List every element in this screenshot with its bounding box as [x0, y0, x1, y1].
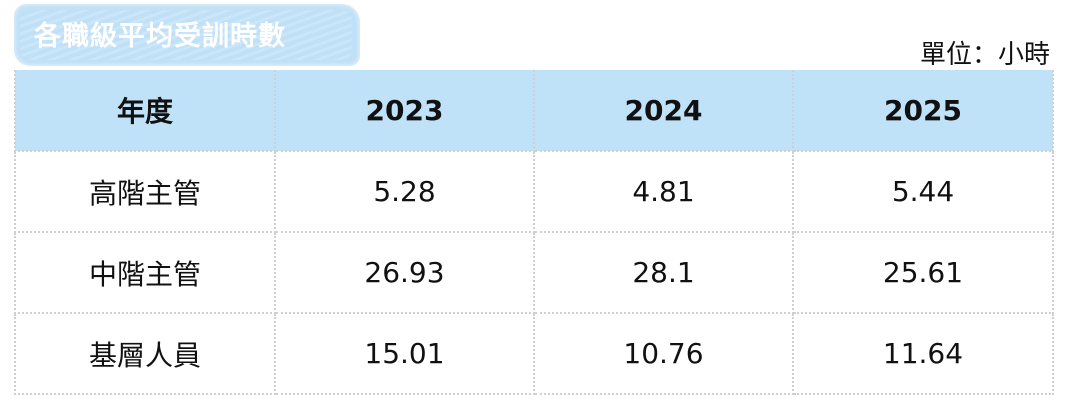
table-cell: 28.1 — [533, 231, 794, 314]
table-row: 中階主管 26.93 28.1 25.61 — [14, 231, 1054, 314]
training-hours-table: 年度 2023 2024 2025 高階主管 5.28 4.81 5.44 中階… — [14, 70, 1054, 395]
unit-label: 單位：小時 — [919, 40, 1050, 70]
table-row: 基層人員 15.01 10.76 11.64 — [14, 312, 1054, 395]
table-cell: 15.01 — [274, 312, 535, 395]
table-row: 高階主管 5.28 4.81 5.44 — [14, 150, 1054, 233]
header-2025: 2025 — [792, 70, 1054, 152]
table-cell: 25.61 — [792, 231, 1054, 314]
row-label: 高階主管 — [14, 150, 276, 233]
row-label: 基層人員 — [14, 312, 276, 395]
table-cell: 5.44 — [792, 150, 1054, 233]
header-year: 年度 — [14, 70, 276, 152]
table-title: 各職級平均受訓時數 — [34, 21, 286, 52]
table-cell: 10.76 — [533, 312, 794, 395]
table-cell: 26.93 — [274, 231, 535, 314]
header-2023: 2023 — [274, 70, 535, 152]
header-row: 年度 2023 2024 2025 — [14, 70, 1054, 152]
row-label: 中階主管 — [14, 231, 276, 314]
table-cell: 5.28 — [274, 150, 535, 233]
table-cell: 11.64 — [792, 312, 1054, 395]
table-cell: 4.81 — [533, 150, 794, 233]
title-tag — [14, 4, 360, 66]
header-2024: 2024 — [533, 70, 794, 152]
